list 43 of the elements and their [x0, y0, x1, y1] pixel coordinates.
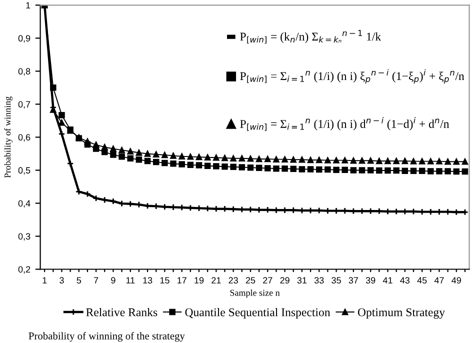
x-tick-label: 9 — [111, 277, 116, 284]
y-tick-label: 0,6 — [18, 134, 30, 142]
x-tick-label: 15 — [160, 277, 170, 284]
x-tick-label: 25 — [246, 277, 256, 284]
x-tick-label: 45 — [417, 277, 427, 284]
x-tick-label: 13 — [143, 277, 152, 284]
x-tick-label: 49 — [452, 277, 461, 284]
x-tick-label: 29 — [280, 277, 290, 284]
legend-label: Relative Ranks — [86, 308, 158, 316]
x-tick-label: 11 — [126, 277, 135, 284]
y-axis-title: Probability of winning — [4, 96, 12, 178]
x-tick-label: 35 — [332, 277, 341, 284]
x-tick-label: 47 — [434, 277, 444, 284]
annotation: P$_{[win]}$ = (k$_{n}$/n) Σ$_{k=kₙ}$$^{n−1}$ 1/k — [240, 30, 382, 44]
x-tick-label: 23 — [228, 277, 238, 284]
y-tick-label: 0,5 — [18, 167, 30, 175]
text: Probability of winning of the strategy — [28, 332, 185, 342]
x-tick-label: 41 — [382, 277, 392, 284]
x-axis-title: Sample size n — [230, 289, 280, 298]
legend-label: Optimum Strategy — [358, 308, 445, 319]
y-tick-label: 0,7 — [18, 101, 30, 109]
x-tick-label: 43 — [400, 277, 410, 284]
x-tick-label: 21 — [212, 277, 221, 284]
y-tick-label: 0,2 — [18, 266, 30, 274]
x-tick-label: 33 — [314, 277, 324, 284]
y-tick-label: 0,3 — [18, 233, 30, 241]
x-tick-label: 37 — [348, 277, 358, 284]
text: P$_{[win]}$ = Σ$_{i=1}$$^{n}$ (1/i) (n i) d$^{n−i}$ (1−d)$^{i}$ + d$^{n}$/n — [240, 117, 450, 131]
legend-label: Quantile Sequential Inspection — [185, 308, 330, 319]
x-tick-label: 17 — [178, 277, 186, 284]
x-tick-label: 5 — [76, 277, 82, 284]
x-tick-label: 3 — [60, 277, 64, 284]
y-tick-label: 1 — [26, 2, 30, 8]
x-tick-label: 27 — [263, 277, 272, 284]
x-tick-label: 1 — [42, 277, 47, 284]
x-tick-label: 39 — [366, 277, 376, 284]
y-tick-label: 0,4 — [18, 200, 30, 208]
y-tick-label: 0,8 — [18, 68, 30, 76]
x-tick-label: 31 — [297, 277, 307, 284]
x-tick-label: 7 — [94, 277, 98, 284]
x-tick-label: 19 — [194, 277, 204, 284]
text: P$_{[win]}$ = Σ$_{i=1}$$^{n}$ (1/i) (n i) ξ$_{p}$$^{n−i}$ (1−ξ$_{p}$)$^{i}$ + ξ$_{p}$$^{n}$/n — [240, 69, 464, 84]
y-tick-label: 0,9 — [18, 35, 30, 43]
